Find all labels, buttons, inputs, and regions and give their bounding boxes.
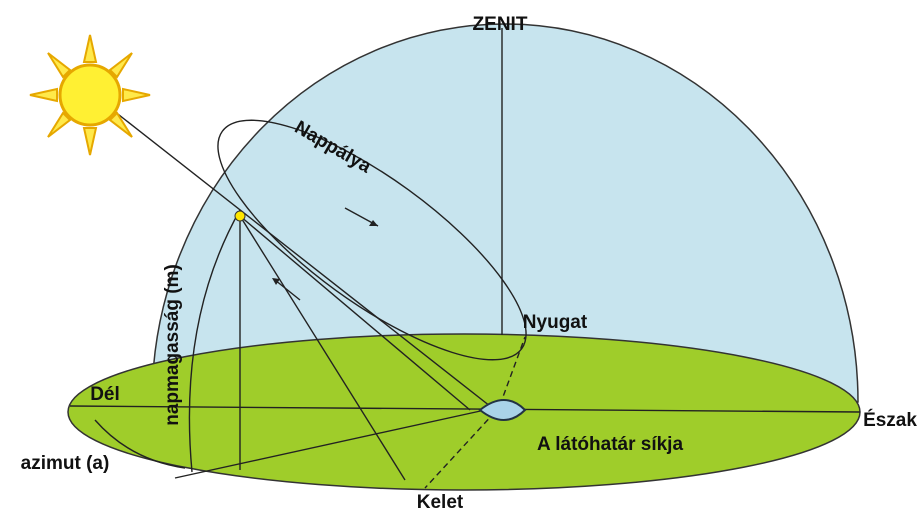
east-label: Kelet: [417, 492, 464, 513]
north-label: Észak: [863, 409, 917, 431]
horizon-plane-label: A látóhatár síkja: [537, 434, 684, 455]
horizon-plane: [68, 334, 860, 490]
west-label: Nyugat: [523, 312, 588, 333]
azimuth-label: azimut (a): [21, 453, 110, 474]
altitude-label: napmagasság (m): [162, 264, 183, 426]
zenith-label: ZENIT: [473, 14, 528, 35]
sun: [30, 35, 150, 155]
south-label: Dél: [90, 384, 120, 405]
sun-position: [235, 211, 245, 221]
diagram: ZENIT Nappálya Nyugat Dél Észak A látóha…: [0, 0, 924, 513]
